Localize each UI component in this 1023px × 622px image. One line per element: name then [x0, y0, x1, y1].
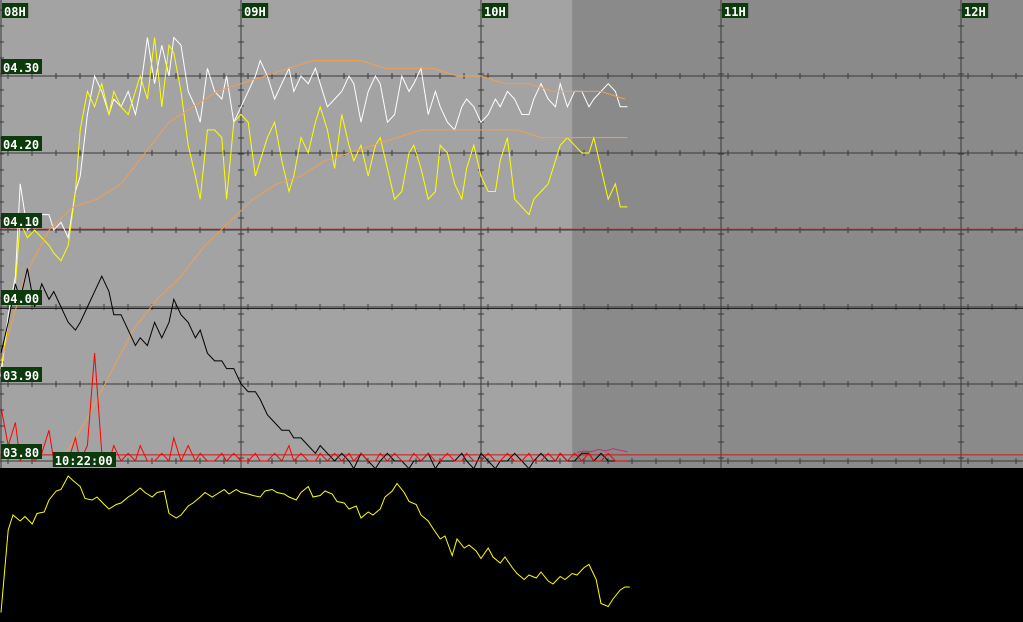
- y-tick-label-bg: [1, 136, 42, 151]
- x-tick-label: 08H: [4, 5, 26, 19]
- main-series: [0, 36, 628, 470]
- grid: [0, 0, 1023, 468]
- series-line-6: [576, 448, 628, 453]
- y-tick-label: 04.10: [3, 215, 39, 229]
- series-line-3: [60, 129, 628, 462]
- x-tick-label-bg: [722, 3, 749, 18]
- y-tick-label-bg: [1, 444, 42, 459]
- time-marker-label: 10:22:00: [55, 454, 113, 468]
- series-line-4: [0, 268, 628, 470]
- sub-panel-series: [0, 475, 630, 613]
- axis-labels: 08H 09H 10H 11H 12H 04.30 04.20 04.10 04.00 03.90…: [1, 3, 989, 468]
- x-tick-label-bg: [482, 3, 509, 18]
- shaded-region: [572, 0, 1023, 468]
- y-tick-label: 03.90: [3, 369, 39, 383]
- x-tick-label: 09H: [244, 5, 266, 19]
- y-tick-label: 03.80: [3, 446, 39, 460]
- x-tick-label: 11H: [724, 5, 746, 19]
- y-tick-label-bg: [1, 290, 42, 305]
- y-tick-label-bg: [1, 367, 42, 382]
- y-tick-label-bg: [1, 213, 42, 228]
- x-tick-label: 12H: [964, 5, 986, 19]
- y-tick-label-bg: [1, 59, 42, 74]
- sub-series-line-0: [0, 475, 630, 613]
- y-tick-label: 04.30: [3, 61, 39, 75]
- x-tick-label-bg: [962, 3, 989, 18]
- series-line-1: [0, 37, 628, 369]
- series-line-0: [0, 36, 628, 377]
- x-tick-label-bg: [2, 3, 29, 18]
- x-tick-label: 10H: [484, 5, 506, 19]
- y-tick-label: 04.20: [3, 138, 39, 152]
- sub-panel-background: [0, 468, 1023, 622]
- time-marker-label-bg: [52, 452, 116, 467]
- x-tick-label-bg: [242, 3, 269, 18]
- series-line-2: [0, 60, 626, 362]
- y-tick-label: 04.00: [3, 292, 39, 306]
